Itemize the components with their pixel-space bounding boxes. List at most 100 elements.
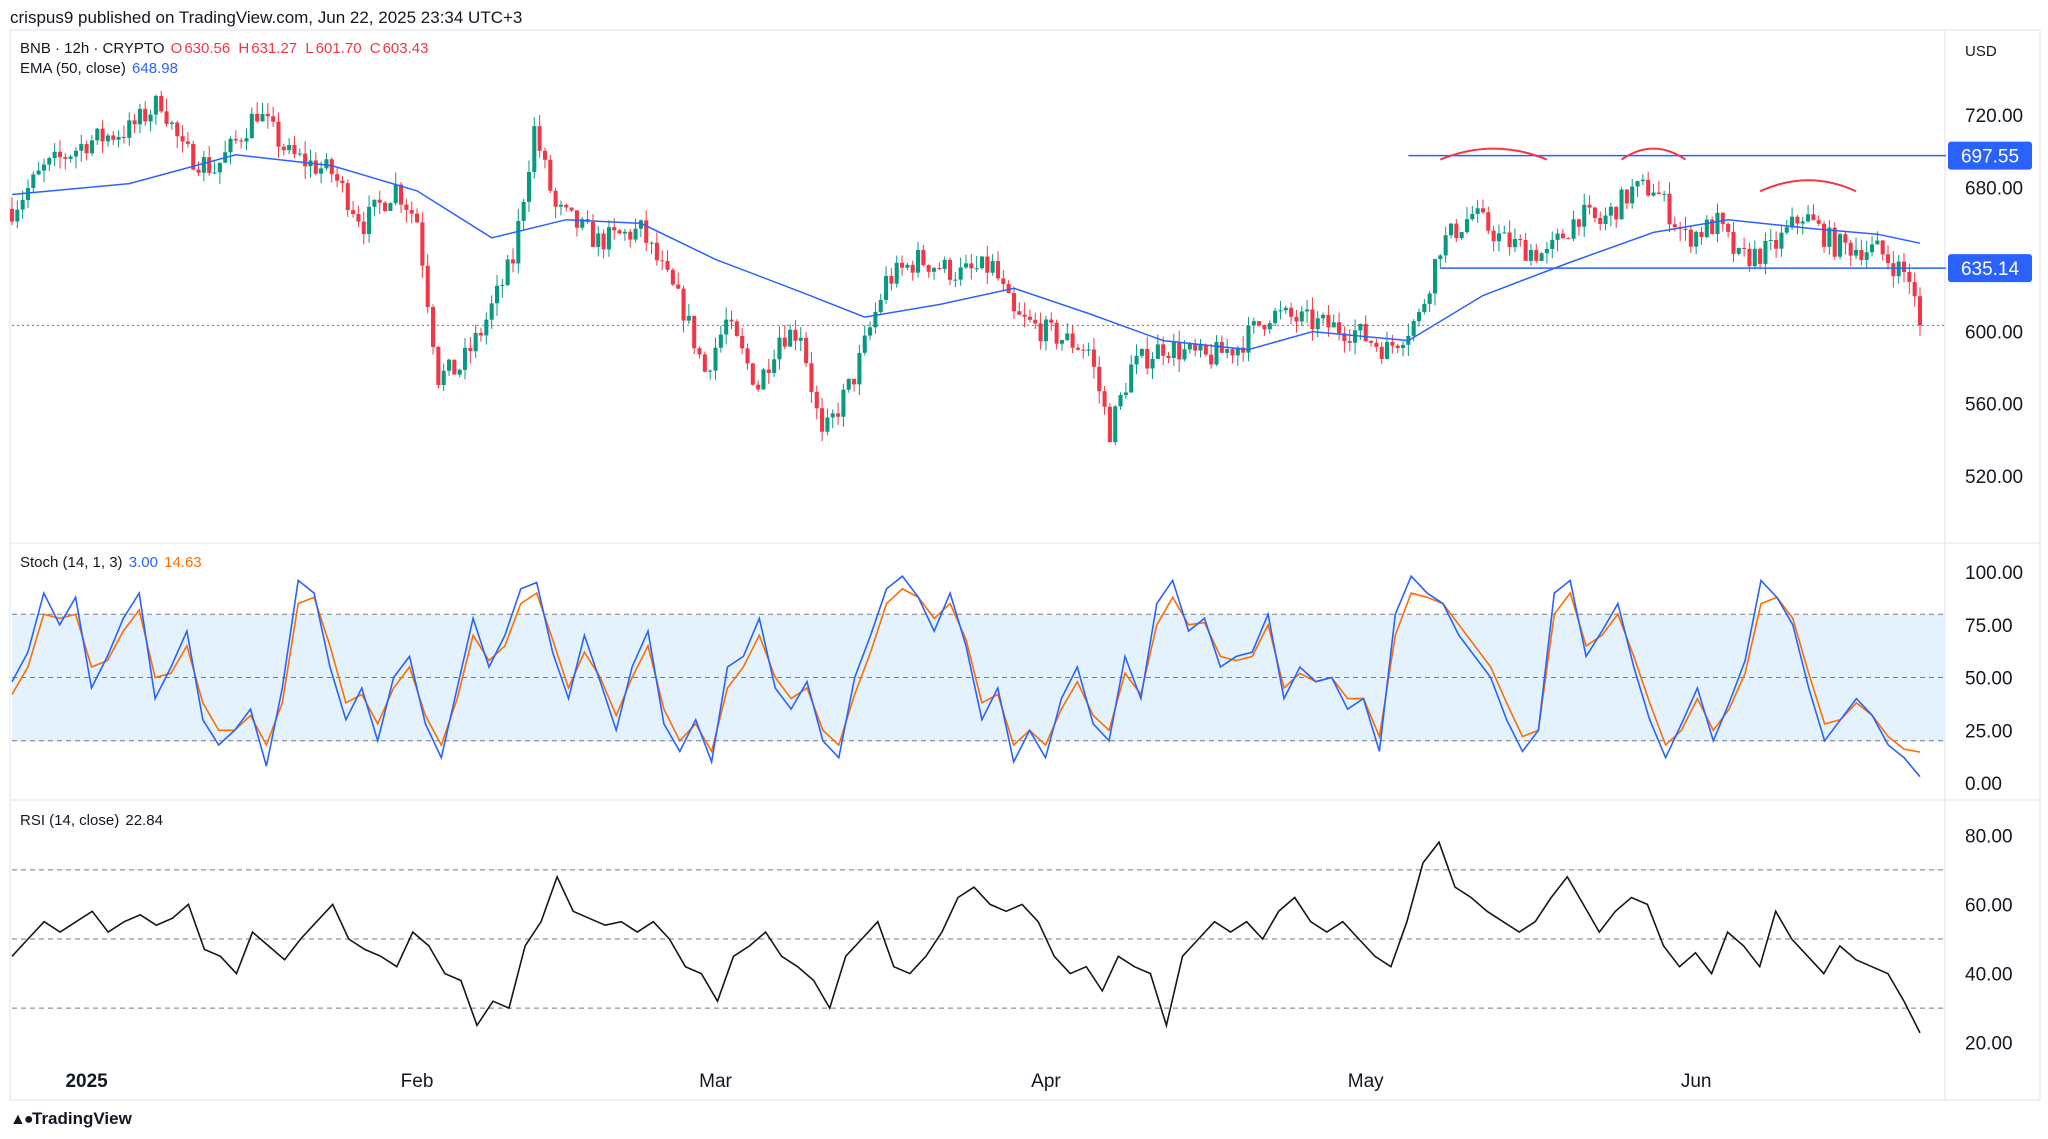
candle-body [1118, 395, 1123, 407]
candle-body [73, 150, 78, 157]
candle-body [1758, 248, 1763, 264]
candle-body [825, 417, 830, 432]
candle-body [820, 408, 825, 432]
candle-body [633, 228, 638, 240]
candle-body [1257, 321, 1262, 326]
candle-body [697, 348, 702, 355]
candle-body [500, 285, 505, 287]
candle-body [1630, 186, 1635, 204]
candle-body [116, 136, 121, 140]
candle-body [1432, 259, 1438, 294]
candle-body [526, 171, 531, 202]
candle-body [532, 126, 537, 172]
candle-body [974, 268, 979, 270]
candle-body [670, 269, 675, 285]
candle-body [404, 204, 409, 210]
candle-body [367, 206, 372, 235]
candle-body [1027, 316, 1032, 320]
candle-body [175, 122, 180, 137]
candle-body [750, 363, 755, 385]
rsi-legend: RSI (14, close) 22.84 [20, 812, 165, 829]
candle-body [84, 144, 89, 154]
candle-body [1416, 312, 1422, 322]
candle-body [100, 128, 105, 142]
candle-body [1603, 215, 1608, 225]
horizontal-levels [1408, 154, 1946, 269]
candle-body [1512, 239, 1517, 248]
candle-body [601, 233, 606, 250]
candle-body [905, 264, 910, 268]
rsi-axis-ticks: 80.00 60.00 40.00 20.00 [1965, 826, 2013, 1054]
candle-body [1480, 208, 1485, 213]
low-label: L [305, 40, 314, 57]
candle-body [1230, 349, 1235, 356]
candle-body [1598, 218, 1603, 225]
candle-body [516, 220, 521, 264]
candle-body [52, 151, 57, 159]
chart-frame [9, 29, 2041, 1101]
candle-body [990, 260, 995, 273]
candle-body [1294, 316, 1299, 322]
candle-body [1870, 244, 1875, 253]
time-tick-label: Apr [1031, 1071, 1061, 1092]
candle-body [963, 263, 969, 268]
candle-body [1411, 321, 1416, 336]
level-tag-lower: 635.14 [1961, 259, 2020, 280]
candle-body [1576, 219, 1581, 227]
candle-body [889, 275, 894, 284]
candle-body [772, 359, 777, 374]
candle-body [1150, 358, 1155, 369]
candle-body [1123, 392, 1128, 396]
candle-body [1081, 349, 1086, 351]
candle-body [1544, 248, 1549, 254]
candle-body [729, 319, 734, 322]
candle-body [569, 207, 574, 211]
candle-body [761, 369, 766, 390]
candle-body [441, 370, 446, 385]
tradingview-brand: TradingView [32, 1109, 132, 1128]
candle-body [217, 162, 222, 173]
candle-body [228, 138, 233, 153]
candle-body [1534, 250, 1539, 261]
candle-body [1694, 231, 1699, 247]
candle-body [740, 335, 745, 349]
candle-body [1720, 212, 1725, 224]
candle-body [335, 174, 340, 181]
candle-body [612, 227, 617, 231]
candle-body [159, 95, 164, 112]
candle-body [20, 199, 25, 210]
candle-body [249, 113, 254, 139]
candle-body [1843, 234, 1848, 243]
stoch-tick-label: 0.00 [1965, 774, 2002, 795]
published-line: crispus9 published on TradingView.com, J… [10, 8, 523, 27]
candle-body [1854, 249, 1859, 256]
price-legend: BNB · 12h · CRYPTO O 630.56 H 631.27 L 601.… [20, 40, 432, 57]
price-tick-label: 560.00 [1965, 395, 2023, 416]
candle-body [324, 159, 329, 169]
candle-body [841, 389, 846, 417]
candle-body [660, 260, 665, 262]
candle-body [505, 259, 510, 286]
price-tick-label: 520.00 [1965, 467, 2023, 488]
candle-body [1587, 204, 1592, 208]
candle-body [1528, 250, 1533, 261]
candle-body [1699, 231, 1704, 238]
candle-body [1443, 235, 1448, 256]
candle-body [351, 210, 356, 215]
candle-body [1262, 325, 1267, 330]
stoch-tick-label: 100.00 [1965, 563, 2023, 584]
candle-body [1321, 314, 1326, 319]
candle-body [1086, 349, 1091, 351]
stoch-tick-label: 25.00 [1965, 721, 2013, 742]
candle-body [1523, 240, 1528, 261]
candle-body [148, 114, 153, 122]
candle-body [1235, 347, 1240, 356]
level-tag-upper: 697.55 [1961, 147, 2019, 168]
candle-body [1001, 278, 1006, 285]
candle-body [1278, 310, 1283, 312]
candle-body [1864, 252, 1869, 260]
candle-body [1726, 223, 1731, 232]
candle-body [292, 145, 297, 154]
candle-body [41, 164, 47, 171]
candle-body [1161, 344, 1166, 356]
